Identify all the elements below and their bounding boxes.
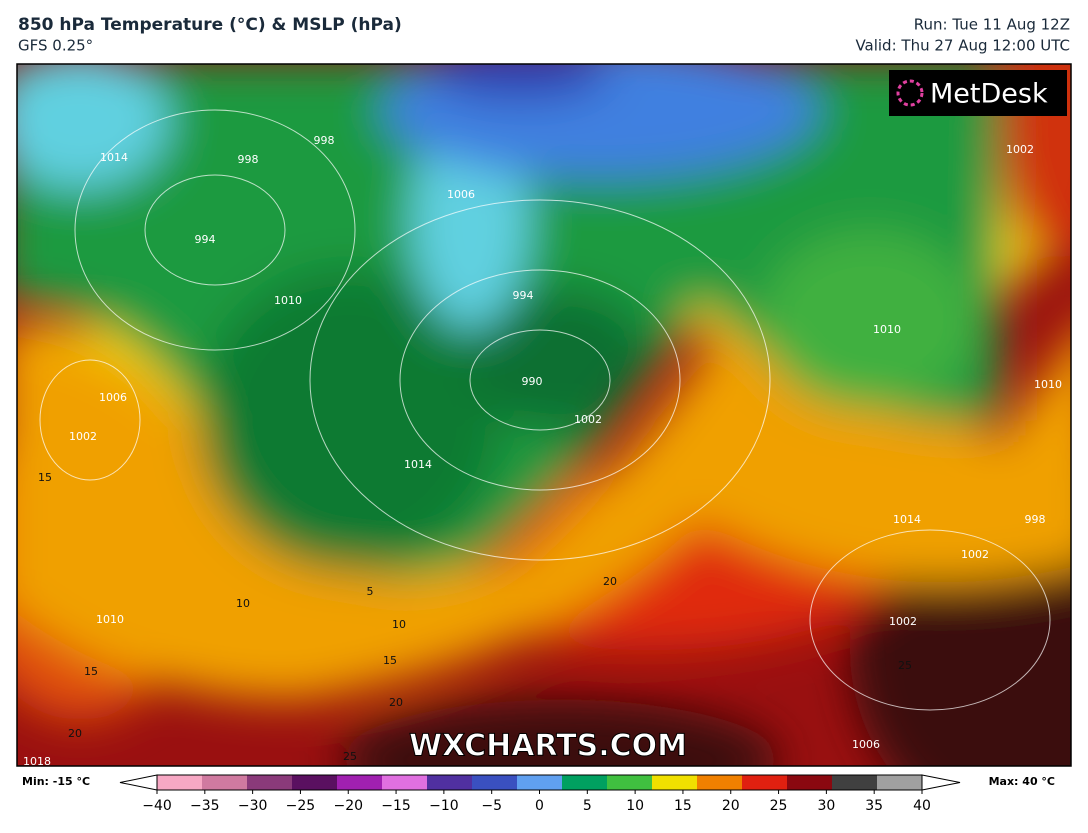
logo: MetDesk bbox=[930, 79, 1048, 110]
colorbar-segment bbox=[247, 775, 293, 790]
colorbar-segment bbox=[787, 775, 833, 790]
colorbar-tick-label: 5 bbox=[583, 798, 592, 814]
colorbar: −40 −35 −30 −25 −20 −15 −10 −5 0 5 10 15 20 25 30 35 40 bbox=[119, 774, 961, 814]
isobar-label: 994 bbox=[513, 289, 534, 302]
colorbar-tick-label: −10 bbox=[429, 798, 459, 814]
isobar-label: 1014 bbox=[404, 458, 432, 471]
colorbar-tick-label: 20 bbox=[722, 798, 740, 814]
colorbar-tick-label: 15 bbox=[674, 798, 692, 814]
colorbar-segment bbox=[742, 775, 788, 790]
colorbar-segment bbox=[292, 775, 338, 790]
subtitle: GFS 0.25° bbox=[18, 37, 93, 55]
colorbar-segment bbox=[472, 775, 518, 790]
colorbar-segment bbox=[427, 775, 473, 790]
valid: Valid: Thu 27 Aug 12:00 UTC bbox=[855, 37, 1070, 55]
min-label: Min: -15 °C bbox=[22, 775, 90, 788]
map: MetDesk WXCHARTS.COM 9989989941014101010… bbox=[17, 64, 1071, 768]
temperature-label: 5 bbox=[367, 585, 374, 598]
colorbar-tick-label: −25 bbox=[286, 798, 316, 814]
isobar-label: 1018 bbox=[23, 755, 51, 768]
watermark: WXCHARTS.COM bbox=[409, 729, 687, 764]
colorbar-segment bbox=[562, 775, 608, 790]
colorbar-tick-label: 30 bbox=[817, 798, 835, 814]
colorbar-segment bbox=[337, 775, 383, 790]
isobar-label: 998 bbox=[238, 153, 259, 166]
colorbar-segment bbox=[607, 775, 653, 790]
colorbar-left-end bbox=[119, 774, 158, 791]
run: Run: Tue 11 Aug 12Z bbox=[914, 16, 1070, 34]
colorbar-segment bbox=[382, 775, 428, 790]
colorbar-tick-label: 40 bbox=[913, 798, 931, 814]
temperature-label: 10 bbox=[236, 597, 250, 610]
colorbar-segment bbox=[697, 775, 743, 790]
colorbar-segment bbox=[517, 775, 563, 790]
isobar-label: 1014 bbox=[100, 151, 128, 164]
colorbar-segment bbox=[877, 775, 923, 790]
temperature-label: 25 bbox=[898, 659, 912, 672]
colorbar-tick-label: 35 bbox=[865, 798, 883, 814]
colorbar-segment bbox=[832, 775, 878, 790]
isobar-label: 1010 bbox=[274, 294, 302, 307]
colorbar-tick-label: −30 bbox=[238, 798, 268, 814]
map-frame bbox=[16, 63, 1072, 767]
isobar-label: 998 bbox=[1025, 513, 1046, 526]
colorbar-tick-label: −40 bbox=[142, 798, 172, 814]
isobar-label: 1010 bbox=[96, 613, 124, 626]
isobar-label: 998 bbox=[314, 134, 335, 147]
colorbar-tick-label: −5 bbox=[481, 798, 502, 814]
isobar-label: 1006 bbox=[99, 391, 127, 404]
temperature-label: 20 bbox=[389, 696, 403, 709]
temperature-label: 25 bbox=[343, 750, 357, 763]
max-label: Max: 40 °C bbox=[989, 775, 1055, 788]
colorbar-tick-label: 10 bbox=[626, 798, 644, 814]
title: 850 hPa Temperature (°C) & MSLP (hPa) bbox=[18, 15, 402, 35]
isobar-label: 1002 bbox=[69, 430, 97, 443]
logo-box bbox=[889, 70, 1067, 116]
colorbar-tick-label: −35 bbox=[190, 798, 220, 814]
temperature-label: 15 bbox=[84, 665, 98, 678]
temperature-label: 15 bbox=[383, 654, 397, 667]
colorbar-segment bbox=[157, 775, 203, 790]
isobar-label: 1006 bbox=[447, 188, 475, 201]
colorbar-tick-label: 25 bbox=[770, 798, 788, 814]
isobar-label: 1006 bbox=[852, 738, 880, 751]
temperature-label: 10 bbox=[392, 618, 406, 631]
colorbar-right-end bbox=[921, 774, 961, 791]
isobar-label: 1010 bbox=[873, 323, 901, 336]
temperature-label: 15 bbox=[38, 471, 52, 484]
temperature-label: 20 bbox=[603, 575, 617, 588]
isobar-label: 1002 bbox=[889, 615, 917, 628]
colorbar-tick-label: −20 bbox=[333, 798, 363, 814]
isobar-label: 990 bbox=[522, 375, 543, 388]
isobar-label: 1002 bbox=[1006, 143, 1034, 156]
isobar-label: 994 bbox=[195, 233, 216, 246]
colorbar-segment bbox=[202, 775, 248, 790]
temperature-label: 20 bbox=[68, 727, 82, 740]
isobar-label: 1014 bbox=[893, 513, 921, 526]
isobar-label: 1002 bbox=[574, 413, 602, 426]
colorbar-tick-label: −15 bbox=[381, 798, 411, 814]
isobar-label: 1002 bbox=[961, 548, 989, 561]
colorbar-tick-label: 0 bbox=[535, 798, 544, 814]
colorbar-segment bbox=[652, 775, 698, 790]
isobar-label: 1010 bbox=[1034, 378, 1062, 391]
